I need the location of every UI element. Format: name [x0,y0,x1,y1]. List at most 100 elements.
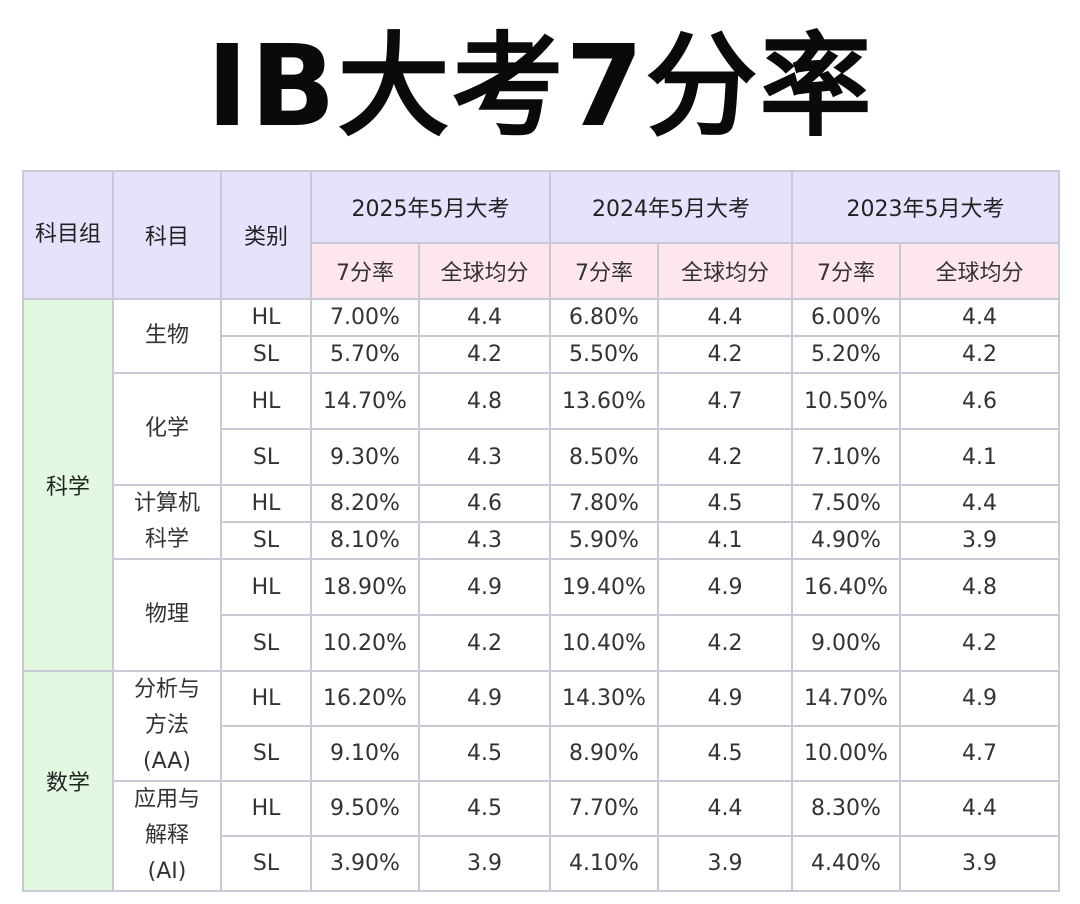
value-cell: 9.50% [310,780,420,837]
value-cell: 4.9 [657,558,793,616]
header-subject-group: 科目组 [22,170,114,300]
subject-math-aa: 分析与方法(AA) [112,670,222,782]
value-cell: 4.8 [418,372,551,430]
header-year-2023: 2023年5月大考 [791,170,1060,244]
level-cell: HL [220,780,312,837]
level-cell: HL [220,558,312,616]
header-avg-2025: 全球均分 [418,242,551,300]
value-cell: 4.7 [899,725,1060,782]
header-rate-2023: 7分率 [791,242,901,300]
subject-physics: 物理 [112,558,222,672]
value-cell: 6.00% [791,298,901,337]
header-year-2024: 2024年5月大考 [549,170,793,244]
table-row: 科学 生物 HL 7.00% 4.4 6.80% 4.4 6.00% 4.4 [22,298,1060,672]
value-cell: 5.70% [310,335,420,374]
subject-biology: 生物 [112,298,222,374]
value-cell: 4.4 [899,298,1060,337]
value-cell: 4.2 [418,614,551,672]
value-cell: 4.5 [418,725,551,782]
level-cell: SL [220,614,312,672]
table-row: 计算机科学 HL 8.20% 4.6 7.80% 4.5 7.50% 4.4 [23,484,1060,560]
value-cell: 8.30% [791,780,901,837]
value-cell: 4.1 [899,428,1060,486]
value-cell: 4.4 [657,298,793,337]
value-cell: 4.5 [657,725,793,782]
value-cell: 10.50% [791,372,901,430]
subject-math-ai-label: 应用与解释(AI) [133,787,200,884]
table-row: SL 8.10% 4.3 5.90% 4.1 4.90% 3.9 [23,521,1060,560]
table-row: 物理 HL 18.90% 4.9 19.40% 4.9 16.40% 4.8 [23,558,1060,672]
value-cell: 9.30% [310,428,420,486]
value-cell: 4.9 [657,670,793,727]
value-cell: 4.4 [418,298,551,337]
value-cell: 4.8 [899,558,1060,616]
value-cell: 16.20% [310,670,420,727]
value-cell: 3.9 [899,521,1060,560]
value-cell: 5.50% [549,335,659,374]
header-row-metrics: 7分率 全球均分 7分率 全球均分 7分率 全球均分 [23,242,1060,300]
value-cell: 4.4 [899,780,1060,837]
level-cell: SL [220,428,312,486]
header-rate-2024: 7分率 [549,242,659,300]
value-cell: 4.9 [418,670,551,727]
value-cell: 18.90% [310,558,420,616]
value-cell: 4.6 [418,484,551,523]
value-cell: 13.60% [549,372,659,430]
table-row: 化学 HL 14.70% 4.8 13.60% 4.7 10.50% 4.6 [23,372,1060,486]
table-row: 应用与解释(AI) HL 9.50% 4.5 7.70% 4.4 8.30% 4… [23,780,1060,892]
value-cell: 8.20% [310,484,420,523]
value-cell: 10.20% [310,614,420,672]
value-cell: 4.3 [418,428,551,486]
level-cell: HL [220,670,312,727]
value-cell: 3.9 [418,835,551,892]
value-cell: 8.50% [549,428,659,486]
value-cell: 4.40% [791,835,901,892]
value-cell: 7.00% [310,298,420,337]
header-rate-2025: 7分率 [310,242,420,300]
value-cell: 5.90% [549,521,659,560]
header-subject: 科目 [112,170,222,300]
value-cell: 4.2 [657,428,793,486]
level-cell: HL [220,484,312,523]
table-row: SL 9.10% 4.5 8.90% 4.5 10.00% 4.7 [23,725,1060,782]
subject-math-aa-label: 分析与方法(AA) [133,677,200,774]
header-avg-2023: 全球均分 [899,242,1060,300]
value-cell: 4.3 [418,521,551,560]
group-science: 科学 [22,298,114,672]
table-row: SL 10.20% 4.2 10.40% 4.2 9.00% 4.2 [23,614,1060,672]
group-math: 数学 [22,670,114,892]
value-cell: 4.2 [899,335,1060,374]
table-row: SL 3.90% 3.9 4.10% 3.9 4.40% 3.9 [23,835,1060,892]
value-cell: 14.70% [791,670,901,727]
header-year-2025: 2025年5月大考 [310,170,551,244]
value-cell: 4.2 [657,335,793,374]
table-row: SL 9.30% 4.3 8.50% 4.2 7.10% 4.1 [23,428,1060,486]
value-cell: 4.4 [657,780,793,837]
value-cell: 4.9 [899,670,1060,727]
value-cell: 6.80% [549,298,659,337]
value-cell: 4.1 [657,521,793,560]
value-cell: 4.6 [899,372,1060,430]
value-cell: 4.90% [791,521,901,560]
table-row: 数学 分析与方法(AA) HL 16.20% 4.9 14.30% 4.9 14… [22,670,1060,892]
value-cell: 4.9 [418,558,551,616]
value-cell: 4.5 [657,484,793,523]
value-cell: 9.00% [791,614,901,672]
level-cell: HL [220,372,312,430]
value-cell: 16.40% [791,558,901,616]
level-cell: SL [220,521,312,560]
value-cell: 7.80% [549,484,659,523]
subject-chemistry: 化学 [112,372,222,486]
header-avg-2024: 全球均分 [657,242,793,300]
value-cell: 5.20% [791,335,901,374]
level-cell: HL [220,298,312,337]
page-title: IB大考7分率 [206,22,874,152]
value-cell: 7.10% [791,428,901,486]
value-cell: 4.5 [418,780,551,837]
value-cell: 4.2 [899,614,1060,672]
value-cell: 3.90% [310,835,420,892]
value-cell: 14.30% [549,670,659,727]
header-row-years: 科目组 科目 类别 2025年5月大考 2024年5月大考 2023年5月大考 [22,170,1060,300]
score-table: 科目组 科目 类别 2025年5月大考 2024年5月大考 2023年5月大考 … [22,170,1060,892]
level-cell: SL [220,335,312,374]
